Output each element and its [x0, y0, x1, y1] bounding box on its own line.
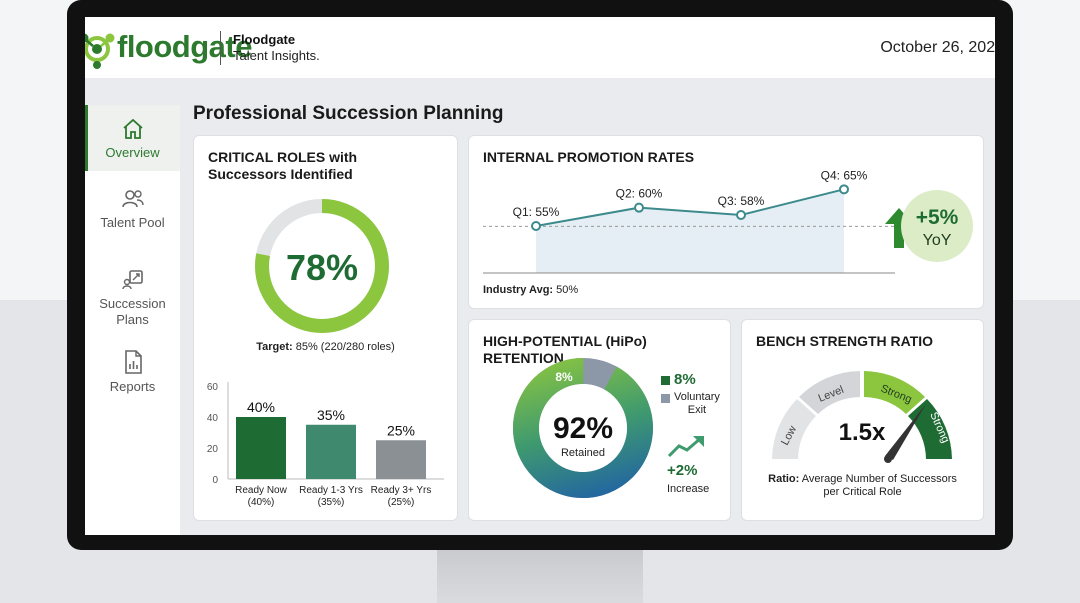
- bar-category-label: Ready Now: [235, 485, 287, 496]
- donut-arc: [255, 199, 389, 333]
- home-icon: [122, 118, 143, 139]
- data-point: [634, 202, 644, 213]
- sidebar-item-talent-pool[interactable]: Talent Pool: [85, 187, 180, 230]
- promotion-rates-card: INTERNAL PROMOTION RATES Q1: 55% Q2: 60% Q…: [468, 135, 984, 309]
- hipo-retention-card: HIGH-POTENTIAL (HiPo) RETENTION 92% Reta…: [468, 319, 731, 521]
- monitor-stand: [437, 548, 643, 603]
- app-header: floodgate Floodgate Talent Insights. Oct…: [85, 17, 995, 78]
- bar: [376, 440, 426, 479]
- critical-roles-donut: 78%: [255, 199, 389, 333]
- trend-up-icon: [667, 436, 704, 458]
- succession-icon: [121, 270, 143, 290]
- bench-caption-label: Ratio:: [768, 473, 800, 485]
- sidebar: Overview Talent Pool Succession Plans: [85, 105, 180, 535]
- bench-gauge: Low Level Strong Strong 1.5x: [772, 371, 952, 463]
- brand-title: Floodgate: [233, 32, 296, 47]
- data-point: [839, 184, 849, 195]
- y-tick-label: 20: [207, 444, 219, 455]
- data-point: [736, 210, 746, 220]
- gauge-needle: [885, 404, 926, 460]
- y-tick-label: 40: [207, 413, 219, 424]
- sidebar-item-label: Talent Pool: [100, 215, 165, 230]
- data-point-label: Q2: 60%: [616, 187, 663, 201]
- page-title: Professional Succession Planning: [193, 103, 504, 124]
- bench-strength-card: BENCH STRENGTH RATIO Low Level Strong St…: [741, 319, 984, 521]
- gauge-segment-level: [799, 371, 860, 414]
- bench-caption-line2: per Critical Role: [823, 486, 902, 498]
- legend-label-line1: Voluntary: [674, 391, 720, 403]
- legend-value: 8%: [674, 371, 696, 388]
- promotion-area: [536, 189, 844, 273]
- sidebar-item-label-line2: Plans: [116, 312, 149, 327]
- target-label: Target:: [256, 341, 293, 353]
- header-divider: [220, 31, 221, 65]
- bench-title: BENCH STRENGTH RATIO: [756, 333, 934, 349]
- bar: [306, 424, 356, 479]
- donut-percent: 78%: [286, 247, 358, 288]
- bar-value-label: 35%: [317, 407, 345, 423]
- critical-roles-title: CRITICAL ROLES with Successors Identifie…: [208, 149, 357, 183]
- yoy-badge: [901, 190, 973, 262]
- header-date: October 26, 2023: [880, 39, 995, 56]
- logo-wordmark: floodgate: [117, 29, 253, 64]
- bench-caption: Ratio: Average Number of Successors per …: [742, 473, 983, 499]
- target-text: Target: 85% (220/280 roles): [194, 341, 457, 353]
- promotion-line: [535, 188, 845, 227]
- legend-label: Voluntary Exit: [674, 391, 720, 417]
- yoy-value: +5%: [915, 206, 959, 229]
- readiness-bar-chart: 60 40 20 0 40% Ready Now(40%) 35% Ready 1-3 Yrs…: [207, 382, 444, 508]
- data-point-label: Q4: 65%: [821, 171, 868, 182]
- industry-avg-label: Industry Avg:: [483, 284, 554, 296]
- hipo-center-label: Retained: [561, 447, 605, 459]
- data-point-label: Q3: 58%: [718, 194, 765, 208]
- hipo-center-percent: 92%: [553, 412, 613, 445]
- bar-category-label: (35%): [318, 497, 345, 508]
- legend-swatch-retained: [661, 376, 670, 385]
- bar-value-label: 25%: [387, 422, 415, 438]
- report-icon: [124, 350, 142, 374]
- industry-avg-value: 50%: [556, 284, 579, 296]
- bar-category-label: (25%): [388, 497, 415, 508]
- data-point: [531, 221, 541, 231]
- promotion-line-chart: Q1: 55% Q2: 60% Q3: 58% Q4: 65%: [483, 171, 895, 274]
- bench-caption-line1: Average Number of Successors: [801, 473, 957, 485]
- gauge-needle-hub: [884, 455, 892, 463]
- yoy-label: YoY: [922, 232, 952, 249]
- target-value: 85% (220/280 roles): [295, 341, 395, 353]
- bar-value-label: 40%: [247, 399, 275, 415]
- card-title-line1: CRITICAL ROLES with: [208, 149, 358, 165]
- legend-swatch-exit: [661, 394, 670, 403]
- critical-roles-card: CRITICAL ROLES with Successors Identifie…: [193, 135, 458, 521]
- brand-subtitle: Talent Insights.: [233, 48, 320, 63]
- bar-category-label: Ready 3+ Yrs: [371, 485, 432, 496]
- gauge-value: 1.5x: [839, 419, 886, 446]
- bar-category-label: Ready 1-3 Yrs: [299, 485, 363, 496]
- hipo-slice-label: 8%: [555, 370, 573, 384]
- app-screen: floodgate Floodgate Talent Insights. Oct…: [85, 17, 995, 535]
- hipo-title: HIGH-POTENTIAL (HiPo) RETENTION: [483, 333, 647, 366]
- sidebar-item-label: Reports: [109, 379, 156, 394]
- bar: [236, 417, 286, 479]
- sidebar-item-overview[interactable]: Overview: [85, 105, 180, 171]
- gauge-segment-low: [772, 399, 816, 459]
- sidebar-item-label: Overview: [105, 145, 160, 160]
- hipo-donut: 92% Retained 8%: [513, 358, 653, 498]
- y-tick-label: 60: [207, 382, 219, 393]
- trend-value: +2%: [667, 462, 698, 479]
- trend-label: Increase: [667, 483, 710, 495]
- industry-avg: Industry Avg: 50%: [483, 284, 578, 296]
- gauge-segment-strong: [864, 371, 925, 414]
- legend-label-line2: Exit: [687, 404, 707, 416]
- users-icon: [121, 190, 144, 208]
- card-title-line2: Successors Identified: [208, 166, 353, 182]
- floodgate-logo-icon: [85, 33, 115, 69]
- data-point-label: Q1: 55%: [513, 205, 560, 219]
- sidebar-item-label: Succession: [99, 296, 166, 311]
- promotion-title: INTERNAL PROMOTION RATES: [483, 149, 695, 165]
- sidebar-item-succession-plans[interactable]: Succession Plans: [85, 268, 180, 328]
- y-tick-label: 0: [212, 475, 218, 486]
- sidebar-item-reports[interactable]: Reports: [85, 349, 180, 394]
- bar-category-label: (40%): [248, 497, 275, 508]
